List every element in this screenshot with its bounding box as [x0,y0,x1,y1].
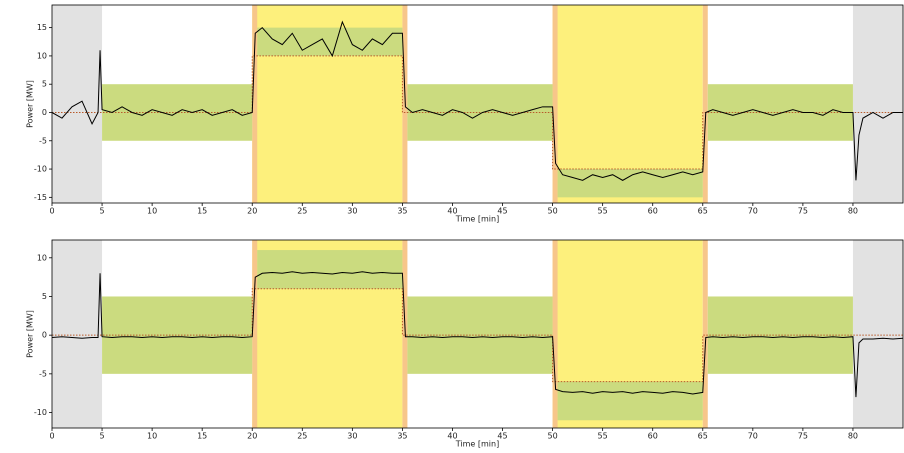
band-region [557,381,703,421]
y-tick-label: -5 [39,369,47,378]
axes-frame [51,4,904,204]
band-region [552,5,558,203]
power-line [52,20,903,181]
x-tick-label: 20 [247,432,257,441]
x-tick-label: 10 [147,432,157,441]
y-tick-label: 15 [37,23,47,32]
x-tick-label: 75 [798,432,808,441]
x-tick-label: 75 [798,207,808,216]
x-tick-label: 80 [848,432,858,441]
y-tick-label: 5 [42,80,47,89]
x-tick-label: 70 [748,207,758,216]
x-tick-label: 40 [447,207,457,216]
y-axis-label: Power [MW] [26,80,35,128]
x-tick-label: 55 [598,207,608,216]
x-tick-label: 10 [147,207,157,216]
x-tick-label: 60 [648,432,658,441]
band-region [557,169,703,198]
x-tick-label: 20 [247,207,257,216]
x-tick-label: 80 [848,207,858,216]
power-line [52,271,903,398]
x-tick-label: 30 [347,207,357,216]
y-tick-label: -15 [34,193,47,202]
y-tick-label: 10 [37,51,47,60]
band-region [252,5,258,203]
band-region [702,5,708,203]
plot-area [52,240,903,428]
x-tick-label: 25 [297,432,307,441]
band-region [852,240,903,428]
x-tick-label: 50 [547,207,557,216]
band-region [52,240,103,428]
x-tick-label: 5 [100,207,105,216]
band-region [707,296,853,374]
band-region [407,296,553,374]
x-tick-label: 5 [100,432,105,441]
reference-line [52,55,903,170]
x-axis-label: Time [min] [455,215,499,224]
x-tick-label: 30 [347,432,357,441]
x-tick-label: 55 [598,432,608,441]
x-tick-label: 65 [698,432,708,441]
band-region [257,250,403,289]
x-tick-label: 0 [49,207,54,216]
subplot: 0 5 10 15 20 25 30 35 40 45 50 55 60 65 70 75 80-15-10-5… [26,4,904,224]
x-tick-label: 65 [698,207,708,216]
band-region [852,5,903,203]
x-tick-label: 45 [497,207,507,216]
band-region [252,240,258,428]
x-tick-label: 0 [49,432,54,441]
y-tick-label: -10 [34,165,47,174]
band-region [552,240,558,428]
y-tick-label: 5 [42,292,47,301]
x-axis-label: Time [min] [455,440,499,449]
x-tick-label: 25 [297,207,307,216]
x-tick-label: 15 [197,432,207,441]
reference-line [52,288,903,383]
subplot: 0 5 10 15 20 25 30 35 40 45 50 55 60 65 70 75 80 -10 -5 0 5 1… [26,239,904,449]
y-tick-label: 10 [37,253,47,262]
plot-area [52,5,903,203]
x-tick-label: 35 [397,432,407,441]
y-tick-label: 0 [42,331,47,340]
x-tick-label: 50 [547,432,557,441]
x-tick-label: 35 [397,207,407,216]
band-region [702,240,708,428]
x-tick-label: 45 [497,432,507,441]
x-tick-label: 60 [648,207,658,216]
x-tick-label: 70 [748,432,758,441]
x-tick-label: 15 [197,207,207,216]
y-axis-label: Power [MW] [26,310,35,358]
y-tick-label: -5 [39,136,47,145]
y-tick-label: -10 [34,408,47,417]
axes-frame [51,239,904,429]
x-tick-label: 40 [447,432,457,441]
y-tick-label: 0 [42,108,47,117]
